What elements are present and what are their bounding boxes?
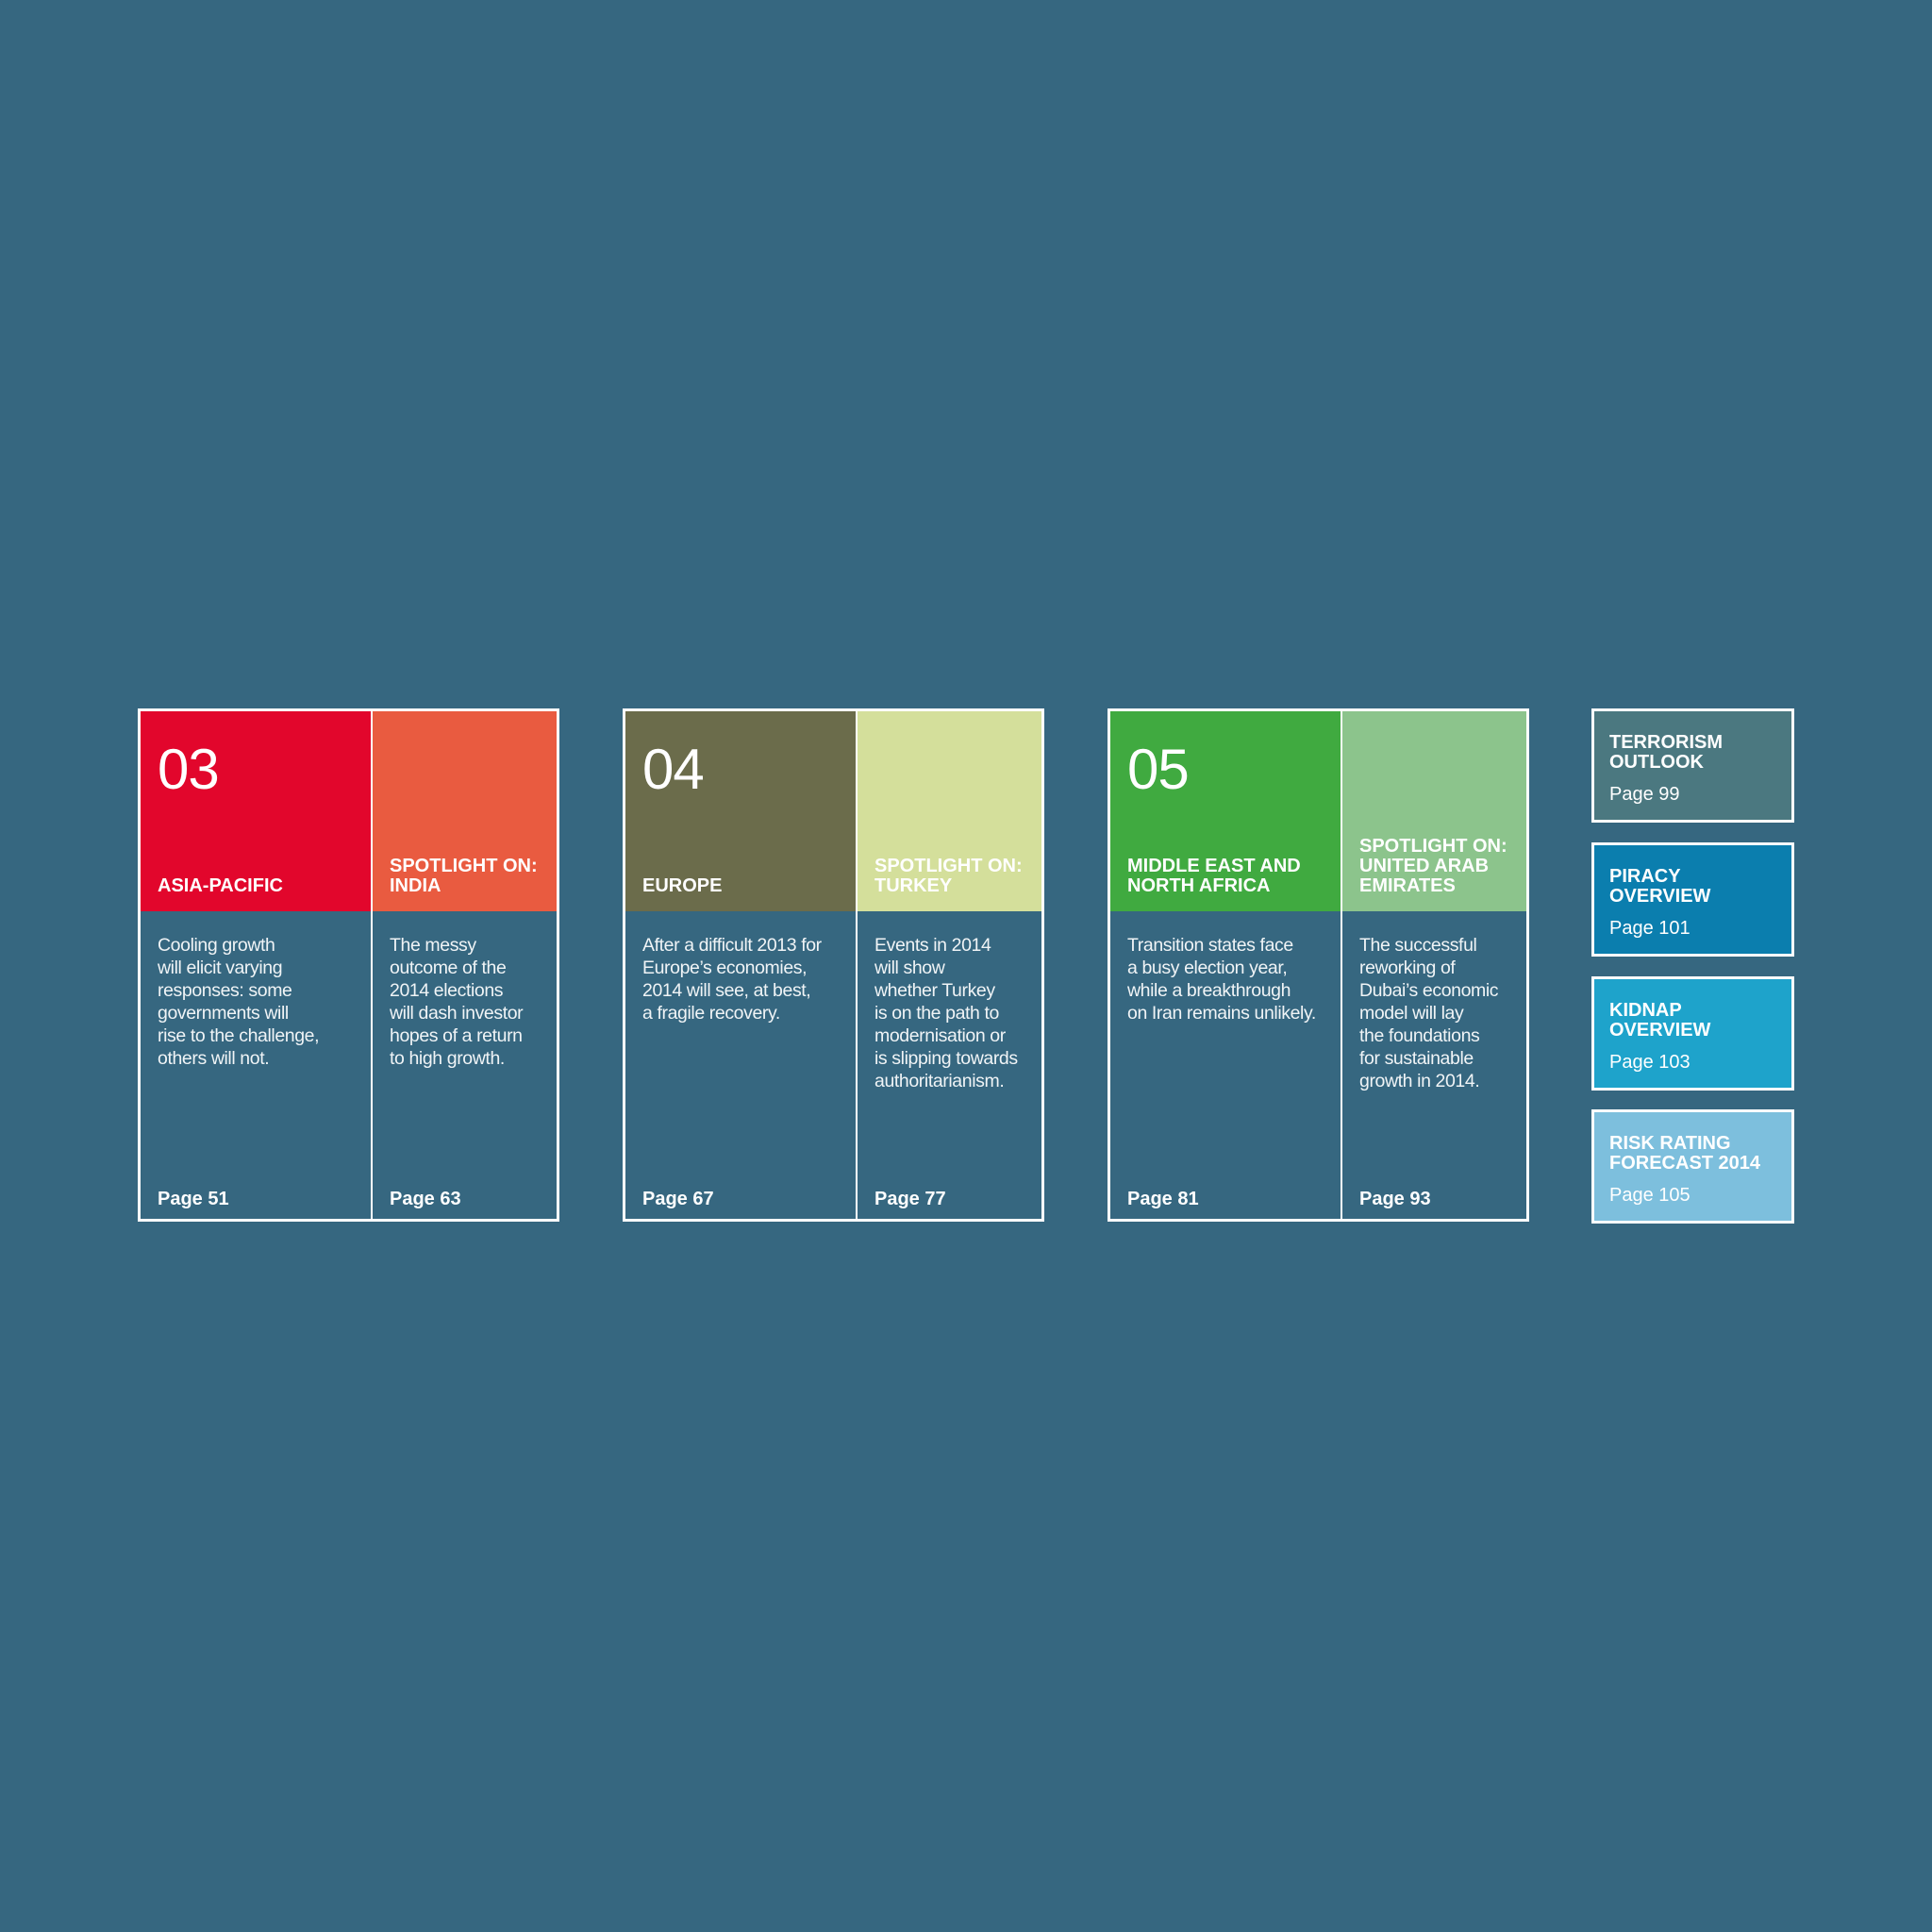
section-title: MIDDLE EAST AND NORTH AFRICA (1127, 856, 1301, 896)
side-box-title: TERRORISM OUTLOOK (1609, 732, 1723, 773)
page-reference[interactable]: Page 63 (390, 1189, 461, 1209)
spotlight-title: SPOTLIGHT ON: UNITED ARAB EMIRATES (1359, 836, 1507, 896)
section-description: After a difficult 2013 for Europe’s econ… (642, 935, 822, 1024)
page-reference[interactable]: Page 77 (874, 1189, 946, 1209)
middle-east-column[interactable]: 05 MIDDLE EAST AND NORTH AFRICA Transiti… (1110, 711, 1341, 1219)
section-number: 03 (158, 738, 220, 801)
section-asia-pacific: 03 ASIA-PACIFIC Cooling growth will elic… (138, 708, 559, 1222)
side-box-title: KIDNAP OVERVIEW (1609, 1000, 1711, 1041)
terrorism-outlook-box[interactable]: TERRORISM OUTLOOK Page 99 (1591, 708, 1794, 823)
section-europe: 04 EUROPE After a difficult 2013 for Eur… (623, 708, 1044, 1222)
spotlight-uae-column[interactable]: SPOTLIGHT ON: UNITED ARAB EMIRATES The s… (1341, 711, 1526, 1219)
section-number: 04 (642, 738, 705, 801)
section-middle-east: 05 MIDDLE EAST AND NORTH AFRICA Transiti… (1108, 708, 1529, 1222)
section-description: Transition states face a busy election y… (1127, 935, 1316, 1024)
piracy-overview-box[interactable]: PIRACY OVERVIEW Page 101 (1591, 842, 1794, 957)
page-reference: Page 103 (1609, 1052, 1690, 1073)
spotlight-turkey-column[interactable]: SPOTLIGHT ON: TURKEY Events in 2014 will… (856, 711, 1041, 1219)
side-box-title: RISK RATING FORECAST 2014 (1609, 1133, 1761, 1174)
side-box-title: PIRACY OVERVIEW (1609, 866, 1711, 907)
spotlight-title: SPOTLIGHT ON: TURKEY (874, 856, 1023, 896)
kidnap-overview-box[interactable]: KIDNAP OVERVIEW Page 103 (1591, 976, 1794, 1091)
spotlight-description: The successful reworking of Dubai’s econ… (1359, 935, 1499, 1091)
risk-rating-forecast-box[interactable]: RISK RATING FORECAST 2014 Page 105 (1591, 1109, 1794, 1224)
spotlight-description: The messy outcome of the 2014 elections … (390, 935, 524, 1069)
spotlight-uae-header: SPOTLIGHT ON: UNITED ARAB EMIRATES (1342, 711, 1526, 911)
page-reference: Page 101 (1609, 918, 1690, 939)
page-reference: Page 105 (1609, 1185, 1690, 1206)
spotlight-title: SPOTLIGHT ON: INDIA (390, 856, 538, 896)
page-reference[interactable]: Page 67 (642, 1189, 714, 1209)
page-reference[interactable]: Page 51 (158, 1189, 229, 1209)
asia-pacific-header: 03 ASIA-PACIFIC (141, 711, 371, 911)
section-title: EUROPE (642, 875, 723, 896)
page-reference: Page 99 (1609, 784, 1680, 805)
section-description: Cooling growth will elicit varying respo… (158, 935, 320, 1069)
europe-header: 04 EUROPE (625, 711, 856, 911)
spotlight-india-header: SPOTLIGHT ON: INDIA (373, 711, 557, 911)
middle-east-header: 05 MIDDLE EAST AND NORTH AFRICA (1110, 711, 1341, 911)
spotlight-description: Events in 2014 will show whether Turkey … (874, 935, 1018, 1091)
page-reference[interactable]: Page 93 (1359, 1189, 1431, 1209)
spotlight-india-column[interactable]: SPOTLIGHT ON: INDIA The messy outcome of… (371, 711, 557, 1219)
section-number: 05 (1127, 738, 1190, 801)
section-title: ASIA-PACIFIC (158, 875, 283, 896)
asia-pacific-column[interactable]: 03 ASIA-PACIFIC Cooling growth will elic… (141, 711, 371, 1219)
page-reference[interactable]: Page 81 (1127, 1189, 1199, 1209)
spotlight-turkey-header: SPOTLIGHT ON: TURKEY (858, 711, 1041, 911)
europe-column[interactable]: 04 EUROPE After a difficult 2013 for Eur… (625, 711, 856, 1219)
